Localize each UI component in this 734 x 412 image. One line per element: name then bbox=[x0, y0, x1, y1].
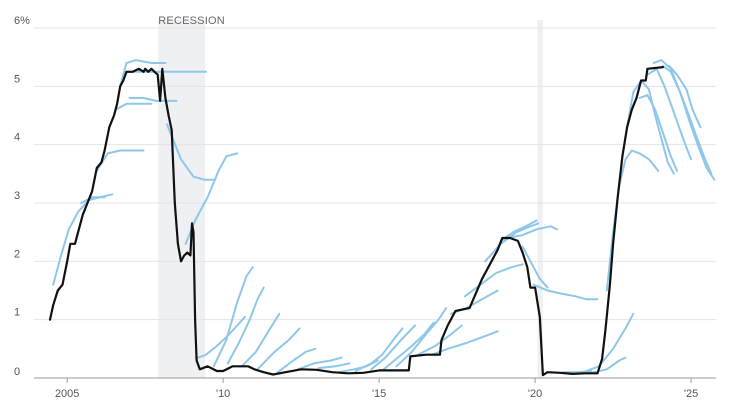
forecast-line bbox=[240, 312, 281, 368]
forecast-line bbox=[184, 152, 239, 245]
x-axis: 2005 '10 '15 '20 '25 bbox=[34, 377, 716, 400]
forecast-line bbox=[506, 225, 558, 239]
forecast-line bbox=[417, 324, 463, 356]
forecast-line bbox=[484, 222, 540, 263]
actual-rate-line-path bbox=[48, 66, 665, 377]
x-tick-label: '25 bbox=[684, 388, 698, 400]
forecast-line bbox=[463, 263, 524, 298]
forecast-line bbox=[638, 94, 678, 172]
forecast-line bbox=[119, 59, 167, 88]
recession-band bbox=[158, 20, 206, 378]
recession-bands bbox=[158, 20, 543, 378]
forecast-line bbox=[370, 324, 416, 371]
annotations: RECESSION bbox=[158, 15, 225, 27]
forecast-line bbox=[114, 102, 153, 111]
x-tick-label: '20 bbox=[528, 388, 542, 400]
x-tick-label: '15 bbox=[372, 388, 386, 400]
forecast-line bbox=[395, 307, 448, 368]
forecast-line bbox=[521, 245, 549, 289]
y-tick-label: 6% bbox=[14, 15, 30, 27]
y-tick-label: 3 bbox=[14, 190, 20, 202]
forecast-line bbox=[582, 312, 635, 374]
gridlines bbox=[34, 27, 716, 321]
forecast-line bbox=[52, 193, 114, 286]
forecast-line bbox=[431, 330, 499, 356]
forecast-line bbox=[276, 347, 317, 374]
y-axis-tick-labels: 0 1 2 3 4 5 6% bbox=[14, 15, 30, 378]
forecast-line bbox=[646, 67, 692, 161]
y-tick-label: 1 bbox=[14, 307, 20, 319]
x-tick-label: '10 bbox=[216, 388, 230, 400]
y-tick-label: 5 bbox=[14, 73, 20, 85]
forecast-line bbox=[354, 327, 404, 372]
recession-band bbox=[537, 20, 543, 378]
recession-label: RECESSION bbox=[158, 15, 225, 27]
forecast-line bbox=[499, 219, 538, 242]
y-tick-label: 0 bbox=[14, 366, 20, 378]
forecast-line bbox=[668, 64, 702, 129]
forecast-line bbox=[532, 283, 599, 301]
y-tick-label: 4 bbox=[14, 132, 20, 144]
forecast-line bbox=[297, 356, 343, 371]
forecast-line bbox=[226, 286, 265, 365]
forecast-line bbox=[80, 196, 106, 204]
forecast-line bbox=[212, 266, 254, 368]
forecast-line bbox=[256, 327, 301, 371]
x-tick-label: 2005 bbox=[55, 388, 79, 400]
actual-rate-line bbox=[48, 66, 665, 377]
forecast-line bbox=[382, 321, 435, 371]
y-tick-label: 2 bbox=[14, 248, 20, 260]
forecast-line bbox=[197, 315, 246, 359]
forecast-line bbox=[317, 362, 351, 370]
forecast-line bbox=[662, 64, 713, 175]
forecast-line bbox=[95, 149, 145, 172]
forecast-line bbox=[166, 123, 217, 181]
forecast-lines bbox=[52, 59, 716, 374]
